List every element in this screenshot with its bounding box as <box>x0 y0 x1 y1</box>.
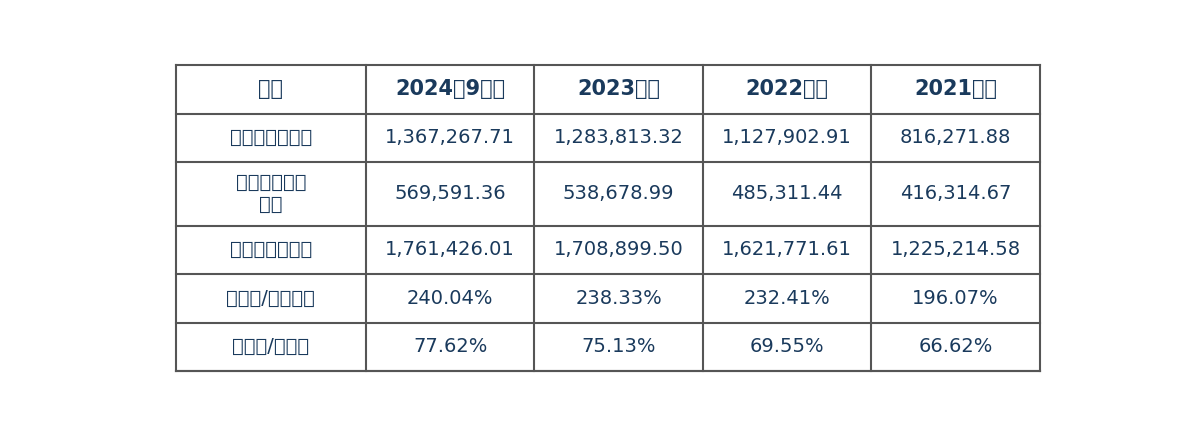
Text: 2023年末: 2023年末 <box>578 79 661 99</box>
Text: 196.07%: 196.07% <box>912 289 999 308</box>
Text: 485,311.44: 485,311.44 <box>732 184 843 203</box>
Text: 指标: 指标 <box>259 79 283 99</box>
Text: 416,314.67: 416,314.67 <box>900 184 1012 203</box>
Text: 569,591.36: 569,591.36 <box>394 184 506 203</box>
Text: 1,761,426.01: 1,761,426.01 <box>385 240 515 259</box>
Text: 66.62%: 66.62% <box>918 337 993 356</box>
Text: 1,283,813.32: 1,283,813.32 <box>554 128 683 147</box>
Text: 538,678.99: 538,678.99 <box>563 184 675 203</box>
Text: 238.33%: 238.33% <box>575 289 662 308</box>
Text: 风险资本（万
元）: 风险资本（万 元） <box>236 173 306 214</box>
Text: 232.41%: 232.41% <box>744 289 830 308</box>
Text: 69.55%: 69.55% <box>750 337 824 356</box>
Text: 2021年末: 2021年末 <box>914 79 997 99</box>
Text: 1,225,214.58: 1,225,214.58 <box>891 240 1021 259</box>
Text: 净资产（万元）: 净资产（万元） <box>230 240 312 259</box>
Text: 净资本/净资产: 净资本/净资产 <box>232 337 310 356</box>
Text: 1,367,267.71: 1,367,267.71 <box>385 128 515 147</box>
Text: 1,127,902.91: 1,127,902.91 <box>722 128 852 147</box>
Text: 240.04%: 240.04% <box>407 289 493 308</box>
Text: 2022年末: 2022年末 <box>746 79 829 99</box>
Text: 75.13%: 75.13% <box>581 337 656 356</box>
Text: 净资本/风险资本: 净资本/风险资本 <box>227 289 315 308</box>
Text: 2024年9月末: 2024年9月末 <box>395 79 505 99</box>
Text: 1,621,771.61: 1,621,771.61 <box>722 240 852 259</box>
Text: 1,708,899.50: 1,708,899.50 <box>554 240 683 259</box>
Text: 净资本（万元）: 净资本（万元） <box>230 128 312 147</box>
Text: 77.62%: 77.62% <box>413 337 487 356</box>
Text: 816,271.88: 816,271.88 <box>900 128 1012 147</box>
